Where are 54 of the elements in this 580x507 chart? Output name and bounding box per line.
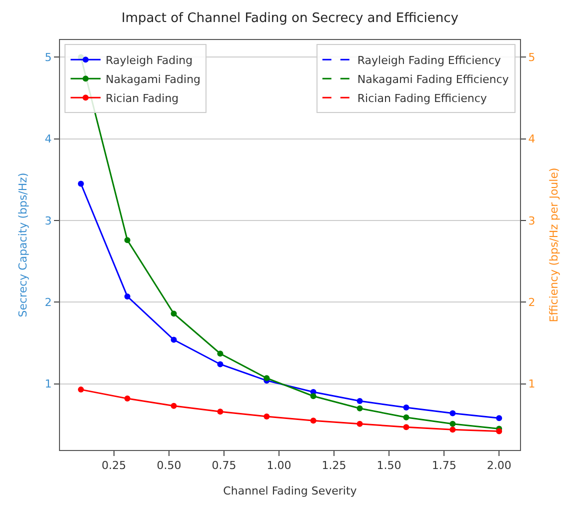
point (170, 336, 177, 343)
point (264, 375, 270, 382)
x-tick-label: 1.75 (432, 459, 456, 472)
x-tick-label: 1.25 (322, 459, 346, 472)
point (217, 361, 224, 368)
y2-tick-label: 5 (528, 51, 536, 64)
point (310, 418, 316, 424)
y-tick-label: 2 (44, 296, 52, 310)
point (403, 424, 410, 430)
point (450, 420, 456, 427)
point (78, 180, 84, 187)
x-tick-label: 2.00 (486, 459, 512, 472)
chart-title: Impact of Channel Fading on Secrecy and Efficiency (122, 10, 459, 26)
legend-label: Rayleigh Fading Efficiency (357, 54, 502, 67)
point (124, 293, 130, 300)
y-tick-label: 4 (44, 132, 52, 146)
x-axis-title: Channel Fading Severity (223, 484, 358, 498)
x-tick-label: 1.00 (266, 459, 292, 472)
x-tick-label: 0.50 (156, 459, 182, 472)
y-tick-label: 1 (44, 378, 52, 391)
point (170, 310, 177, 317)
point (217, 408, 224, 415)
legend-label: Rician Fading (106, 92, 179, 105)
point (124, 396, 130, 402)
y2-tick-label: 3 (528, 214, 536, 228)
x-tick-label: 1.50 (376, 459, 402, 472)
point (450, 426, 456, 433)
point (496, 428, 502, 434)
point (264, 414, 270, 420)
legend-label: Rayleigh Fading (106, 54, 193, 67)
point (496, 415, 502, 422)
x-tick-label: 0.25 (102, 459, 126, 472)
y-tick-label: 3 (44, 214, 52, 228)
point (356, 420, 363, 427)
y2-tick-label: 2 (528, 296, 536, 310)
legend-label: Rician Fading Efficiency (357, 92, 488, 105)
point (356, 398, 363, 404)
point (78, 386, 84, 393)
point (356, 405, 363, 412)
y2-tick-label: 1 (528, 378, 536, 391)
legend-label: Nakagami Fading Efficiency (357, 72, 510, 86)
y2-axis-title: Efficiency (bps/Hz per Joule) (547, 168, 560, 322)
point (310, 393, 316, 400)
y-axis-title: Secrecy Capacity (bps/Hz) (16, 172, 30, 318)
point (403, 414, 410, 420)
point (170, 402, 177, 409)
legend-label: Nakagami Fading (106, 72, 201, 86)
point (403, 404, 410, 411)
point (124, 237, 130, 244)
x-tick-label: 0.75 (212, 459, 236, 472)
point (217, 350, 224, 357)
y-tick-label: 5 (44, 51, 52, 64)
y2-tick-label: 4 (528, 132, 536, 146)
point (450, 410, 456, 416)
